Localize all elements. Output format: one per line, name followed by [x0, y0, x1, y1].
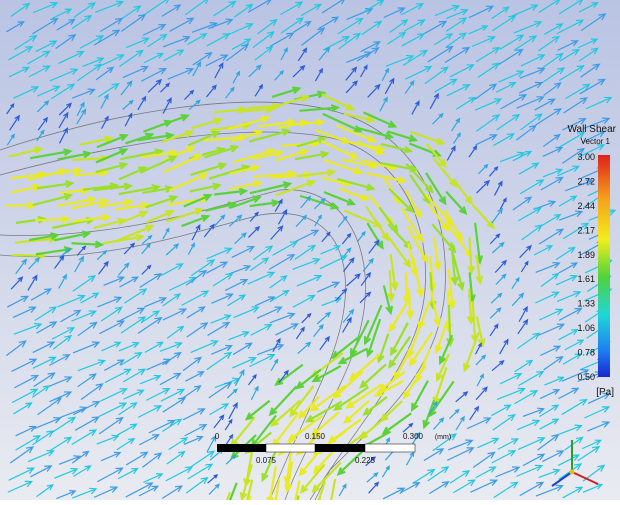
scale-label: 0 — [215, 432, 220, 441]
legend-unit: [Pa] — [596, 387, 614, 398]
legend-tick-label: 1.33 — [577, 299, 595, 309]
legend-tick-label: 1.89 — [577, 250, 595, 260]
legend-tick-label: 2.17 — [577, 225, 595, 235]
legend-tick-label: 0.50 — [577, 372, 595, 382]
legend-tick-label: 0.78 — [577, 348, 595, 358]
scale-segment — [315, 444, 365, 452]
legend-title: Wall Shear — [567, 124, 616, 135]
legend-tick-label: 1.06 — [577, 323, 595, 333]
scale-label: 0.150 — [305, 432, 326, 441]
scale-segment — [217, 444, 266, 452]
scale-label: 0.075 — [256, 456, 277, 465]
legend-tick-label: 2.72 — [577, 176, 595, 186]
legend-tick-label: 1.61 — [577, 274, 595, 284]
scale-unit: (mm) — [435, 434, 451, 441]
page: Wall Shear Vector 1 3.00 2.72 2.44 2.17 1.89… — [0, 0, 620, 505]
scale-label: 0.300 — [403, 432, 424, 441]
scale-label: 0.225 — [355, 456, 376, 465]
viewport: Wall Shear Vector 1 3.00 2.72 2.44 2.17 1.89… — [0, 0, 620, 500]
scale-segment — [266, 444, 315, 452]
color-bar — [598, 155, 610, 377]
legend-tick-label: 2.44 — [577, 201, 595, 211]
legend-subtitle: Vector 1 — [581, 137, 611, 146]
scale-segment — [365, 444, 415, 452]
legend-tick-label: 3.00 — [577, 152, 595, 162]
